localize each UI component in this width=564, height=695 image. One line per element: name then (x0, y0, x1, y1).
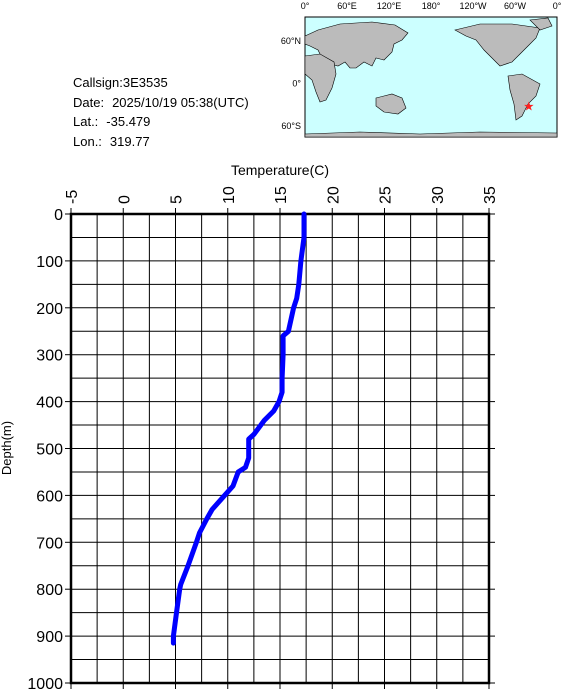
continents (304, 17, 558, 138)
y-axis-label: Depth(m) (0, 421, 14, 475)
latitude: Lat.: -35.479 (73, 114, 150, 129)
x-tick-label: 0 (116, 195, 133, 204)
x-tick-label: 25 (378, 186, 395, 204)
plot: -5 0 5 10 15 20 25 30 35010020030040050060070080… (27, 186, 499, 693)
date-value: 2025/10/19 05:38(UTC) (112, 95, 249, 110)
y-tick-label: 200 (36, 301, 63, 318)
antarctica (304, 131, 558, 138)
x-tick-label: 5 (169, 195, 186, 204)
y-tick-label: 1000 (27, 676, 63, 690)
lon-label: Lon.: (73, 134, 102, 149)
map-lon-label: 0° (301, 1, 310, 11)
longitude: Lon.: 319.77 (73, 134, 150, 149)
profile-line (170, 211, 307, 646)
location-marker (524, 101, 534, 111)
x-tick-label: 20 (325, 186, 342, 204)
callsign: Callsign:3E3535 (73, 75, 168, 90)
y-tick-label: 400 (36, 395, 63, 412)
y-tick-label: 100 (36, 254, 63, 271)
map-lon-label: 180° (422, 1, 441, 11)
south-america (507, 73, 541, 121)
y-tick-label: 300 (36, 348, 63, 365)
date-label: Date: (73, 95, 104, 110)
map-lon-label: 120°W (459, 1, 487, 11)
y-tick-label: 0 (54, 207, 63, 224)
map-lat-label: 0° (292, 79, 301, 89)
map-lon-label: 60°W (504, 1, 527, 11)
x-axis-label: Temperature(C) (231, 162, 329, 178)
africa (304, 53, 337, 103)
y-tick-label: 500 (36, 442, 63, 459)
y-tick-label: 600 (36, 488, 63, 505)
map-lat-label: 60°N (281, 36, 301, 46)
y-tick-label: 900 (36, 629, 63, 646)
lat-value: -35.479 (106, 114, 150, 129)
x-tick-label: 15 (273, 186, 290, 204)
x-tick-label: -5 (64, 190, 81, 204)
map-lon-label: 0° (553, 1, 562, 11)
australia (375, 93, 407, 115)
x-tick-label: 30 (430, 186, 447, 204)
lat-label: Lat.: (73, 114, 98, 129)
greenland (529, 17, 553, 31)
x-tick-label: 10 (221, 186, 238, 204)
north-america (454, 23, 541, 67)
date: Date: 2025/10/19 05:38(UTC) (73, 95, 249, 110)
y-tick-label: 800 (36, 582, 63, 599)
map-lat-label: 60°S (281, 121, 301, 131)
world-map (304, 16, 558, 138)
x-tick-label: 35 (482, 186, 499, 204)
y-tick-label: 700 (36, 535, 63, 552)
map-lon-label: 120°E (377, 1, 402, 11)
lon-value: 319.77 (110, 134, 150, 149)
profile-info: Callsign:3E3535 Date: 2025/10/19 05:38(UT… (73, 75, 249, 149)
map-lon-label: 60°E (337, 1, 357, 11)
